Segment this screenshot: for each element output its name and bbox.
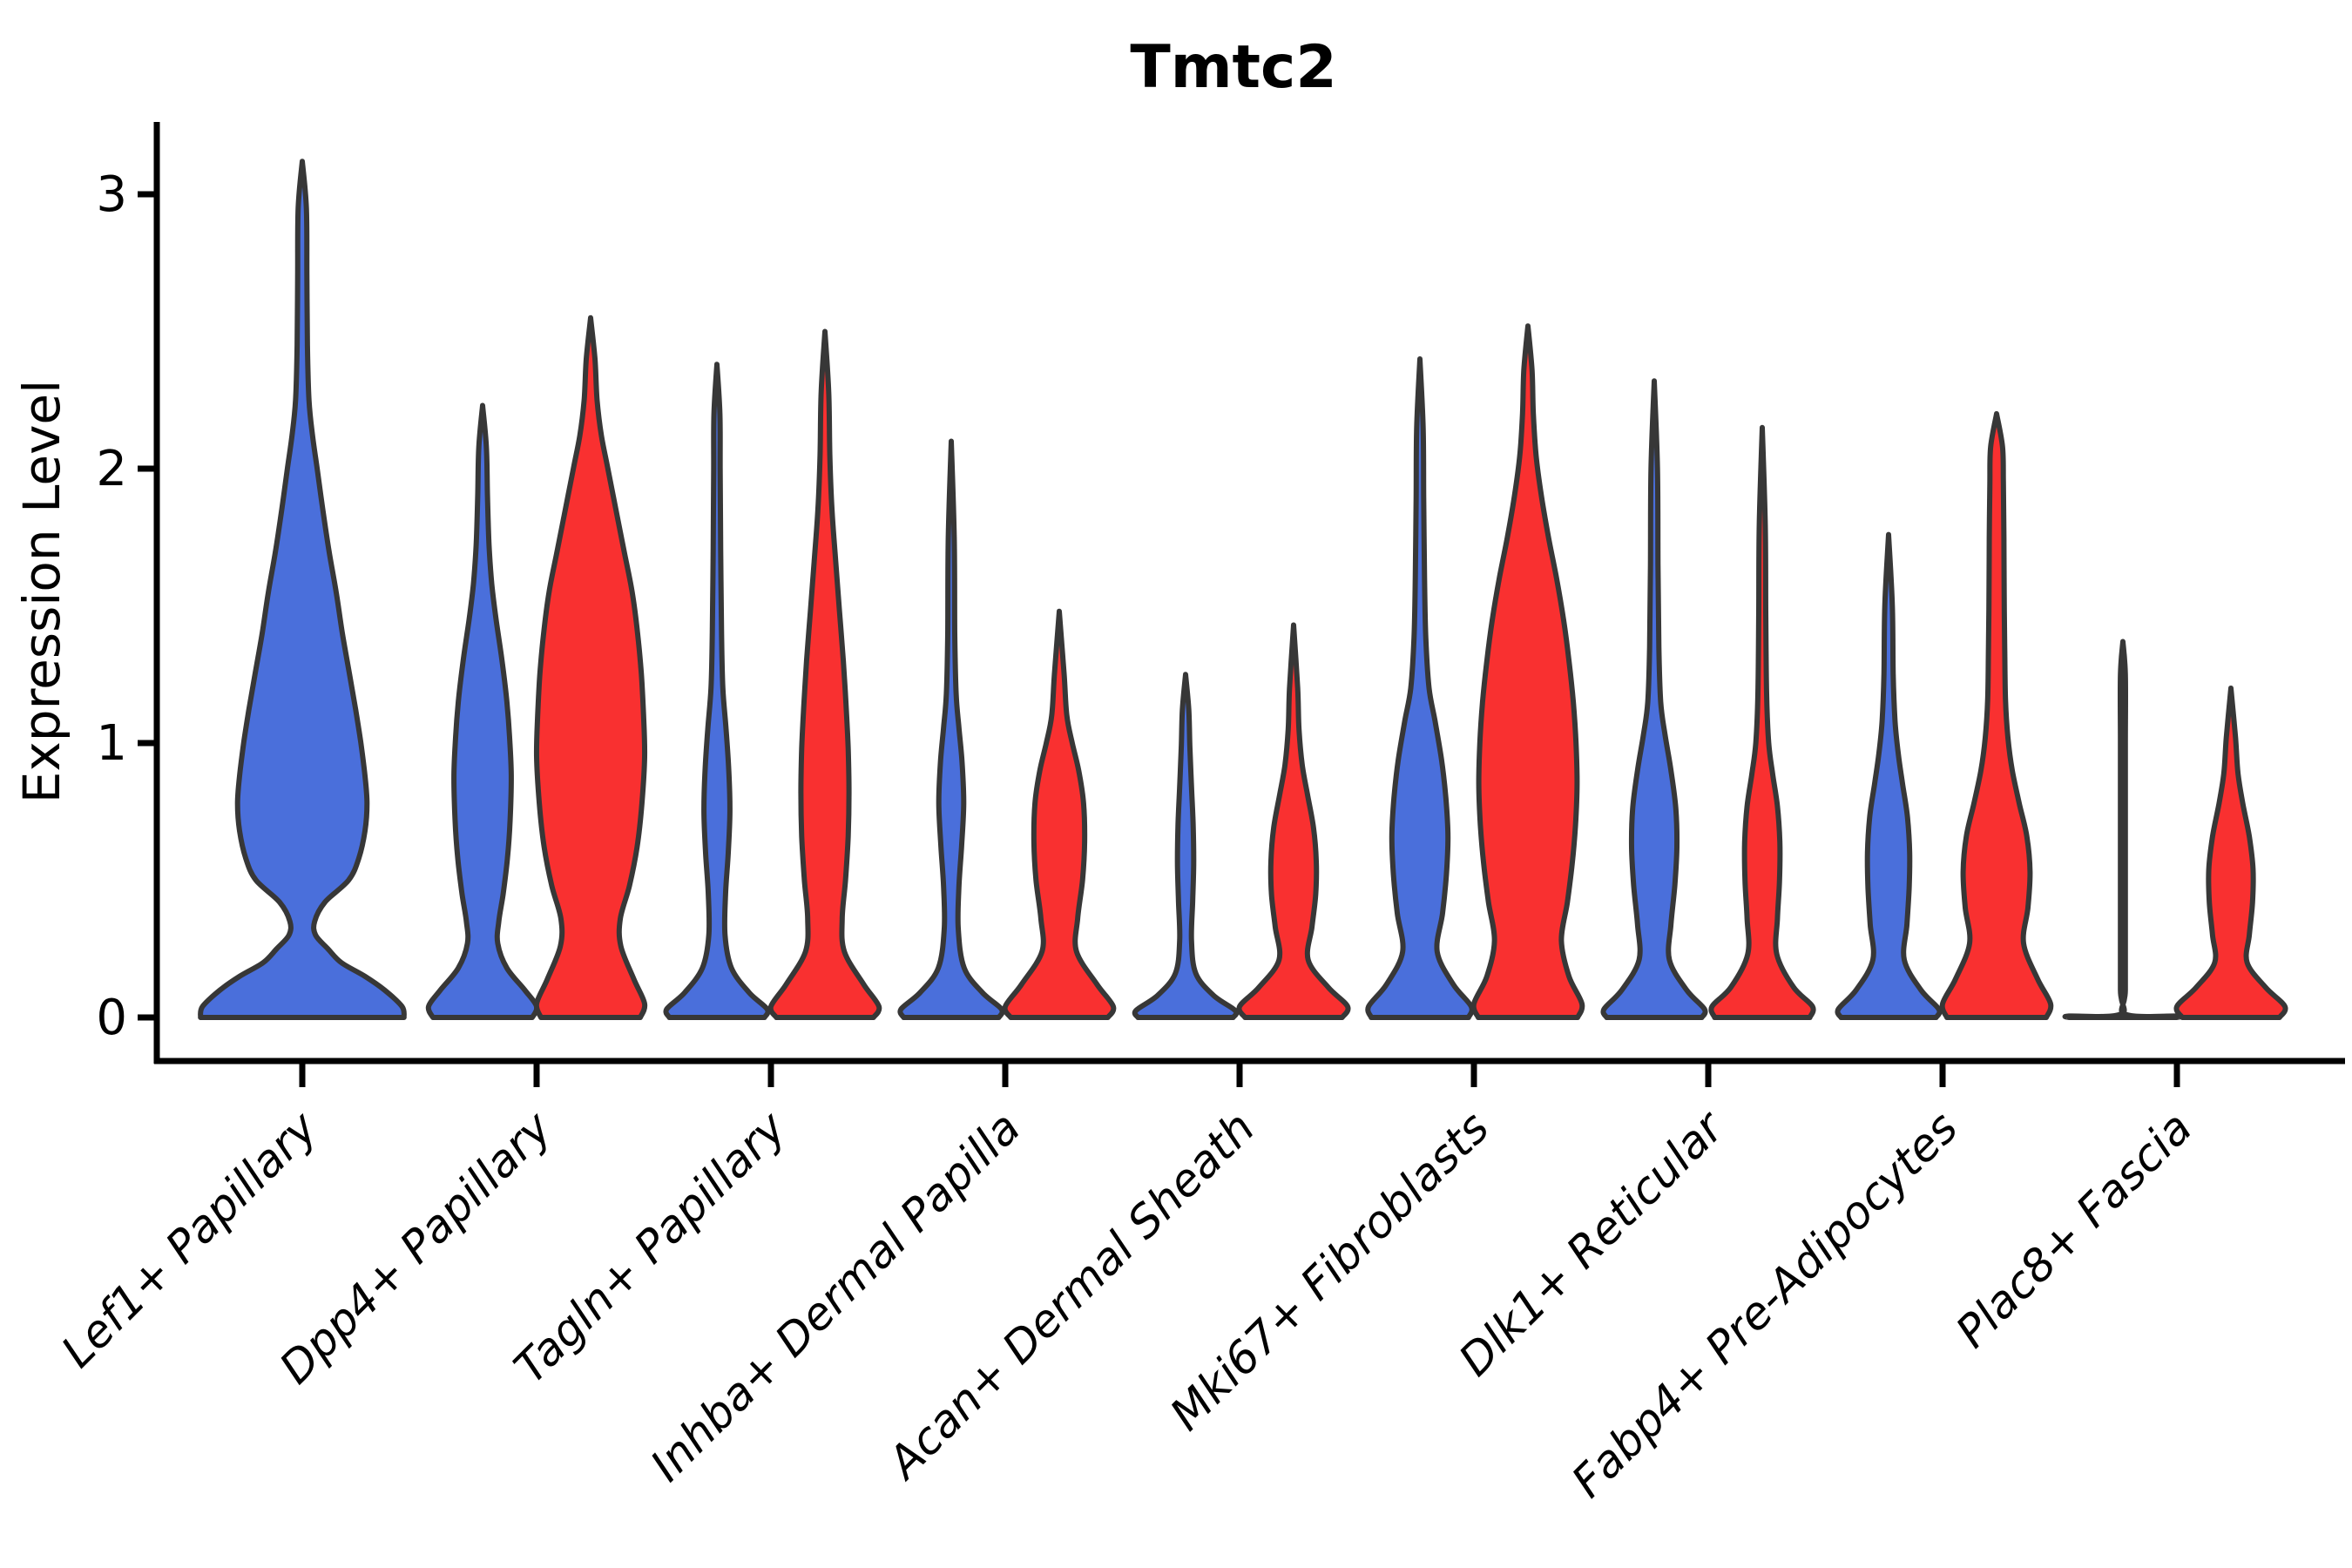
y-tick-label: 2 [96,441,127,497]
violin-1-blue [198,159,407,1020]
violin-7-blue [1600,378,1708,1020]
violin-3-red [767,328,882,1020]
y-tick-label: 3 [96,166,127,223]
violin-8-blue [1835,531,1943,1020]
violin-9-blue [2062,639,2184,1020]
violin-6-blue [1365,356,1475,1020]
violin-2-blue [425,402,540,1020]
violin-3-blue [663,362,771,1020]
chart-title: Tmtc2 [1130,33,1336,102]
violins [198,159,2288,1020]
violin-2-red [533,314,648,1020]
y-tick-label: 0 [96,990,127,1046]
violin-4-red [1002,608,1117,1020]
violin-5-red [1236,622,1351,1020]
y-tick-label: 1 [96,715,127,772]
violin-4-blue [897,438,1005,1020]
y-axis-label: Expression Level [12,380,71,803]
violin-9-red [2173,686,2288,1020]
violin-8-red [1939,411,2054,1020]
violin-6-red [1470,323,1585,1020]
violin-5-blue [1132,672,1240,1020]
violin-7-red [1708,424,1816,1020]
